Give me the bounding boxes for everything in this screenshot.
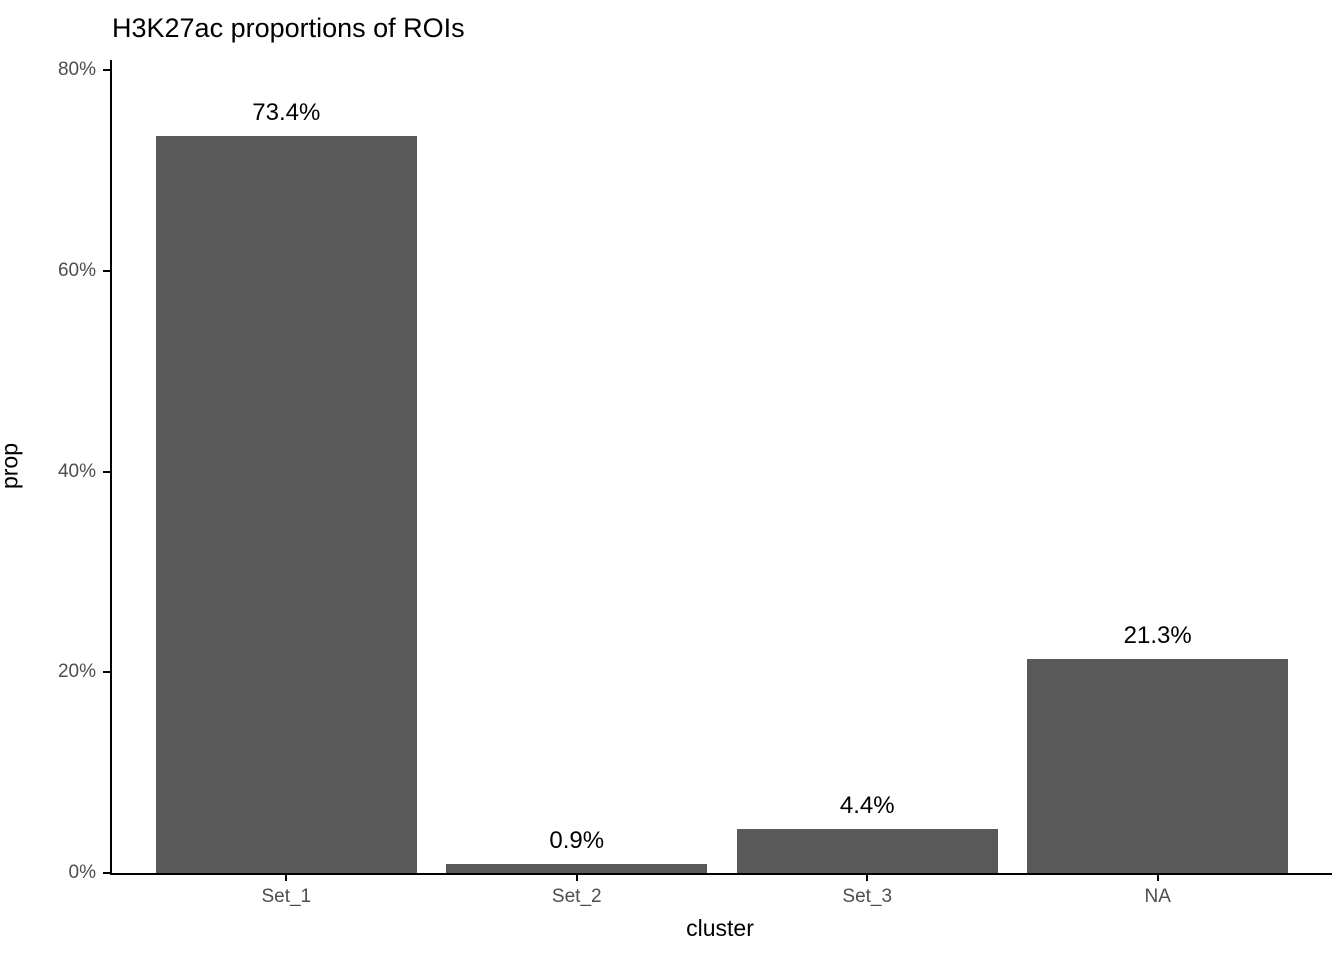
y-tick-mark [103, 671, 110, 674]
x-tick-label: Set_1 [261, 886, 312, 907]
bar-value-label: 21.3% [1123, 622, 1192, 650]
y-tick-mark [103, 470, 110, 473]
x-tick-label: Set_3 [842, 886, 893, 907]
x-tick-mark [285, 875, 288, 881]
bar-value-label: 0.9% [549, 826, 605, 854]
bar-na [1027, 659, 1289, 873]
x-axis-title: cluster [686, 915, 754, 941]
x-tick-mark [1156, 875, 1159, 881]
bar-set_3 [736, 828, 998, 873]
x-tick-mark [866, 875, 869, 881]
y-axis-title: prop [0, 442, 23, 490]
x-tick-label: NA [1144, 886, 1171, 907]
y-tick-label: 0% [68, 862, 96, 883]
y-tick-mark [103, 69, 110, 71]
bar-value-label: 73.4% [252, 99, 321, 127]
y-tick-mark [103, 872, 110, 874]
y-tick-label: 40% [57, 460, 96, 482]
y-tick-label: 80% [57, 59, 96, 80]
y-tick-label: 60% [57, 259, 96, 281]
y-tick-mark [103, 269, 110, 272]
x-tick-mark [575, 875, 578, 881]
bar-value-label: 4.4% [839, 791, 895, 819]
bar-set_1 [155, 136, 417, 873]
x-tick-label: Set_2 [551, 886, 602, 907]
plot-panel: 0% 20% 40% 60% 80% 73.4% Set_1 0.9% Set_2 4.4% Set… [58, 59, 1332, 907]
chart-title: H3K27ac proportions of ROIs [112, 13, 465, 43]
bar-set_2 [446, 863, 708, 873]
y-tick-label: 20% [57, 661, 96, 683]
